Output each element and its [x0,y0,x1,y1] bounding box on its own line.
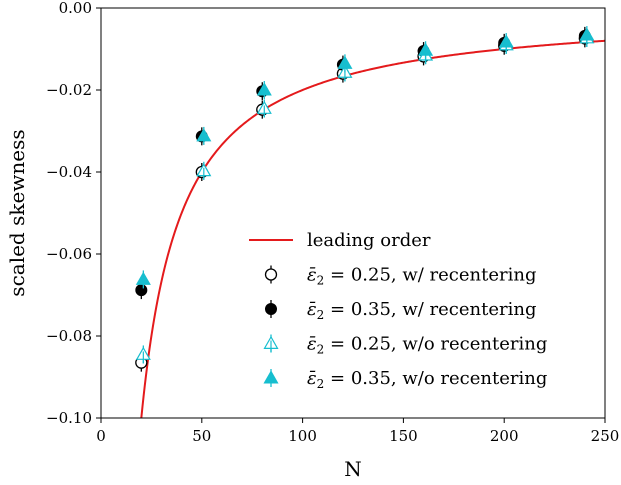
marker-triangle-filled [196,128,212,142]
marker-circle-filled [135,284,148,297]
x-tick-label: 200 [490,427,519,445]
marker-circle-filled [265,303,277,315]
legend-marker [263,334,279,353]
data-point [418,41,434,60]
legend-label: ε̄2 = 0.25, w/o recentering [307,334,547,357]
marker-triangle-filled [256,82,272,96]
x-tick-label: 250 [591,427,620,445]
marker-circle-open [264,268,278,281]
x-tick-label: 150 [389,427,418,445]
curve-layer [140,39,605,418]
series-triangle-filled [135,26,595,289]
y-tick-label: −0.06 [46,245,92,263]
legend-label-leading-order: leading order [307,230,431,251]
data-point [256,99,272,118]
legend-label: ε̄2 = 0.25, w/ recentering [307,265,537,288]
y-axis-label: scaled skewness [5,129,29,296]
leading-order-curve [140,39,605,418]
y-tick-label: −0.04 [46,163,92,181]
x-axis-label: N [344,457,362,481]
legend: leading order ε̄2 = 0.25, w/ recentering ε… [249,230,547,391]
legend-marker [265,300,277,318]
x-tick-label: 0 [96,427,106,445]
data-point [337,54,353,73]
y-tick-label: −0.02 [46,81,92,99]
legend-label: ε̄2 = 0.35, w/o recentering [307,368,547,391]
x-axis-ticks: 0 50 100 150 200 250 [96,418,619,445]
points-layer [135,26,595,372]
marker-triangle-filled [498,34,514,48]
data-point [579,26,595,45]
data-point [135,345,151,364]
y-tick-label: 0.00 [59,0,92,17]
data-point [256,81,272,99]
legend-marker [264,265,278,284]
data-point [196,161,212,180]
series-circle-open [135,29,591,372]
axes-frame [100,7,606,419]
legend-marker [263,369,279,387]
legend-label: ε̄2 = 0.35, w/ recentering [307,299,537,322]
y-tick-label: −0.10 [46,409,92,427]
marker-triangle-filled [337,55,353,69]
marker-triangle-filled [579,27,595,41]
y-axis-ticks: 0.00 −0.02 −0.04 −0.06 −0.08 −0.10 [46,0,101,427]
plot-area [100,7,606,419]
data-point [196,126,212,145]
data-point [498,33,514,52]
y-tick-label: −0.08 [46,327,92,345]
x-tick-label: 100 [288,427,317,445]
marker-triangle-filled [418,42,434,56]
data-point [135,270,151,289]
marker-triangle-filled [135,271,151,285]
x-tick-label: 50 [192,427,211,445]
marker-triangle-filled [263,370,279,384]
